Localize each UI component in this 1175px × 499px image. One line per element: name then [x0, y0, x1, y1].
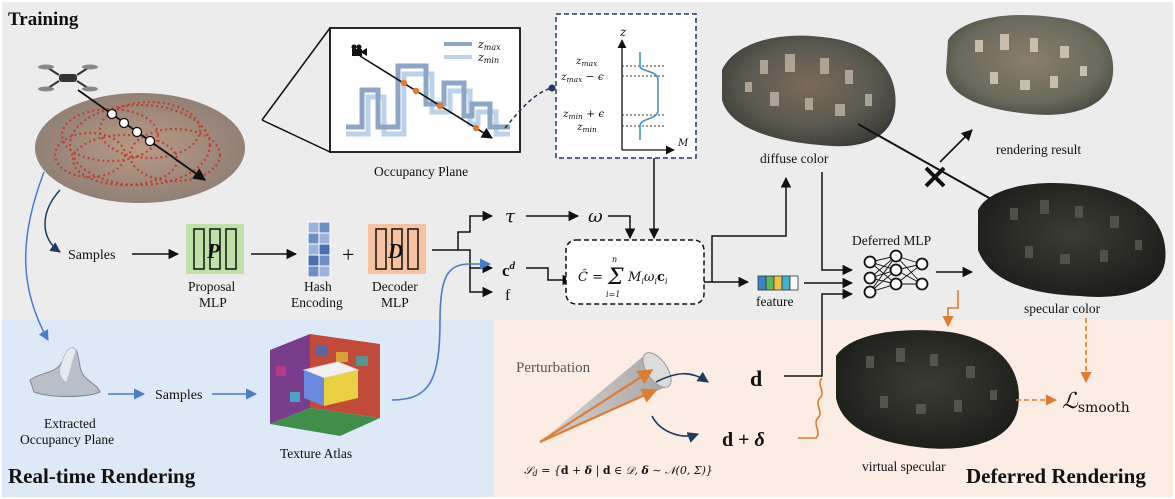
- proposal-mlp-block: P: [186, 224, 244, 274]
- extracted-label-2: Occupancy Plane: [20, 432, 114, 447]
- virtual-specular-label: virtual specular: [862, 459, 946, 474]
- d-symbol: d: [750, 366, 762, 391]
- decoder-letter: D: [387, 239, 403, 263]
- decoder-label-2: MLP: [381, 295, 409, 310]
- occupancy-profile-panel: z M zmax zmax − ϵ zmin + ϵ zmin: [555, 13, 697, 159]
- profile-zmin-eps: zmin + ϵ: [562, 108, 604, 121]
- training-title: Training: [8, 9, 79, 30]
- profile-zmin: zmin: [576, 121, 597, 134]
- deferred-mlp-label: Deferred MLP: [852, 233, 931, 248]
- proposal-label-2: MLP: [199, 295, 227, 310]
- realtime-title: Real-time Rendering: [8, 464, 196, 488]
- perturbation-set-formula: 𝒮d = {d + δ | d ∈ 𝒟, δ ∼ 𝒩(0, Σ)}: [524, 464, 713, 478]
- feature-vector: [757, 275, 799, 291]
- d-delta-symbol: d + δ: [722, 429, 765, 451]
- samples-label: Samples: [68, 248, 115, 263]
- specular-color-label: specular color: [1024, 301, 1101, 316]
- realtime-samples-label: Samples: [155, 388, 202, 403]
- feature-label: feature: [756, 294, 793, 309]
- cross-mark-icon: [924, 166, 946, 188]
- f-symbol: f: [505, 287, 511, 304]
- occupancy-plane-panel: zmax zmin: [329, 27, 521, 153]
- specular-color-image: [978, 183, 1166, 297]
- svg-text:i=1: i=1: [606, 290, 620, 299]
- extracted-occupancy-icon: [29, 347, 101, 397]
- m-axis-label: M: [677, 138, 689, 149]
- diffuse-color-image: [722, 35, 896, 147]
- survey-scene: [35, 89, 245, 203]
- diffuse-color-label: diffuse color: [760, 151, 829, 166]
- texture-atlas-image: [270, 334, 380, 436]
- texture-atlas-label: Texture Atlas: [280, 446, 352, 461]
- deferred-title: Deferred Rendering: [966, 464, 1146, 488]
- hash-label-2: Encoding: [291, 295, 343, 310]
- camera-icon: [351, 44, 367, 56]
- extracted-label-1: Extracted: [44, 416, 96, 431]
- tau-symbol: τ: [505, 206, 516, 227]
- profile-zmax: zmax: [575, 55, 598, 68]
- decoder-label-1: Decoder: [372, 279, 418, 294]
- z-axis-label: z: [619, 25, 627, 39]
- composite-formula: Ĉ =: [578, 268, 603, 285]
- profile-zmax-eps: zmax − ϵ: [560, 71, 604, 84]
- omega-symbol: ω: [588, 206, 603, 227]
- realtime-region: [2, 320, 494, 497]
- proposal-label-1: Proposal: [188, 279, 235, 294]
- svg-text:Σ: Σ: [607, 265, 624, 290]
- rendering-result-image: [946, 14, 1114, 115]
- occupancy-plane-label: Occupancy Plane: [374, 164, 468, 179]
- drone-icon: [38, 64, 98, 92]
- hash-label-1: Hash: [304, 279, 332, 294]
- composite-formula-box: Ĉ = Σ n i=1 Miωici: [565, 239, 705, 305]
- svg-text:Miωici: Miωici: [627, 270, 668, 286]
- decoder-mlp-block: D: [368, 224, 426, 274]
- hash-encoding-grid: [307, 221, 331, 278]
- perturbation-label: Perturbation: [516, 360, 591, 376]
- rendering-result-label: rendering result: [996, 142, 1081, 157]
- svg-text:n: n: [612, 255, 617, 264]
- plus-sign: +: [342, 242, 354, 267]
- neural-network-icon: [863, 249, 929, 299]
- virtual-specular-image: [836, 330, 1019, 449]
- proposal-letter: P: [206, 239, 220, 263]
